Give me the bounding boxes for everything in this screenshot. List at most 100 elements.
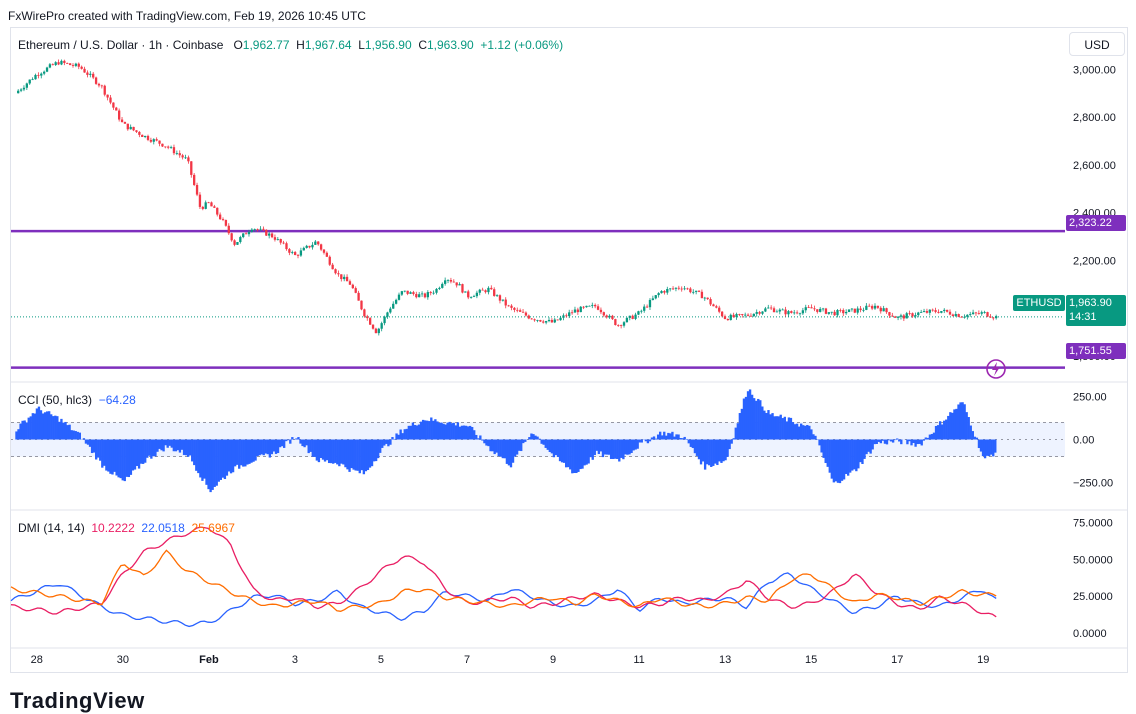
cci-bar	[608, 440, 610, 455]
candle-body	[418, 294, 420, 297]
time-axis-tick: 17	[891, 654, 903, 666]
time-axis-tick: 19	[977, 654, 989, 666]
cci-bar	[142, 440, 144, 464]
cci-bar	[250, 440, 252, 463]
candle-body	[228, 226, 230, 234]
cci-bar	[359, 440, 361, 474]
candle-body	[207, 202, 209, 203]
cci-bar	[273, 440, 275, 452]
candle-body	[738, 314, 740, 315]
cci-bar	[694, 440, 696, 454]
cci-bar	[371, 440, 373, 467]
candle-body	[505, 300, 507, 306]
candle-body	[179, 153, 181, 155]
candle-body	[311, 245, 313, 247]
price-axis-tick: 2,800.00	[1073, 112, 1116, 124]
cci-bar	[459, 427, 461, 440]
cci-bar	[261, 440, 263, 455]
cci-bar	[138, 440, 140, 469]
cci-bar	[36, 408, 38, 439]
dmi-legend[interactable]: DMI (14, 14) 10.2222 22.0518 25.6967	[18, 521, 235, 535]
candle-body	[213, 206, 215, 207]
cci-bar	[722, 440, 724, 462]
cci-bar	[183, 440, 185, 455]
candle-body	[859, 309, 861, 311]
cci-bar	[921, 440, 923, 446]
candle-body	[285, 243, 287, 249]
candle-body	[334, 269, 336, 273]
candle-body	[877, 306, 879, 308]
cci-bar	[553, 440, 555, 458]
cci-bar	[23, 420, 25, 439]
cci-bar	[536, 437, 538, 440]
cci-bar	[604, 440, 606, 455]
cci-bar	[228, 440, 230, 472]
cci-bar	[167, 440, 169, 448]
cci-bar	[77, 432, 79, 440]
cci-bar	[44, 412, 46, 439]
cci-bar	[571, 440, 573, 474]
cci-bar	[530, 433, 532, 439]
cci-bar	[122, 440, 124, 481]
cci-bar	[130, 440, 132, 475]
candle-body	[603, 312, 605, 315]
cci-bar	[326, 440, 328, 461]
candle-body	[802, 310, 804, 313]
cci-bar	[945, 420, 947, 440]
cci-legend[interactable]: CCI (50, hlc3) −64.28	[18, 393, 136, 407]
cci-bar	[113, 440, 115, 472]
cci-bar	[514, 440, 516, 457]
cci-bar	[128, 440, 130, 478]
lightning-icon[interactable]	[985, 358, 1007, 380]
cci-bar	[577, 440, 579, 472]
cci-bar	[565, 440, 567, 468]
cci-bar	[522, 440, 524, 444]
cci-bar	[117, 440, 119, 478]
currency-button[interactable]: USD	[1069, 32, 1125, 56]
cci-bar	[107, 440, 109, 472]
cci-bar	[299, 440, 301, 444]
candle-body	[845, 312, 847, 313]
candle-body	[161, 144, 163, 147]
candle-body	[637, 311, 639, 314]
legend-symbol[interactable]: Ethereum / U.S. Dollar · 1h · Coinbase	[18, 38, 223, 52]
cci-bar	[193, 440, 195, 466]
cci-bar	[267, 440, 269, 455]
legend-high-label: H	[296, 38, 305, 52]
cci-bar	[835, 440, 837, 482]
cci-bar	[340, 440, 342, 464]
cci-bar	[156, 440, 158, 452]
candle-body	[756, 312, 758, 314]
cci-bar	[986, 440, 988, 456]
cci-bar	[655, 439, 657, 440]
candle-body	[911, 313, 913, 316]
cci-bar	[751, 395, 753, 440]
cci-bar	[442, 424, 444, 440]
candle-body	[115, 108, 117, 111]
cci-bar	[140, 440, 142, 464]
cci-bar	[663, 432, 665, 440]
cci-axis-tick: 0.00	[1073, 435, 1094, 447]
candle-body	[245, 233, 247, 234]
cci-bar	[498, 440, 500, 457]
cci-bar	[675, 434, 677, 439]
cci-bar	[162, 440, 164, 452]
candle-body	[118, 111, 120, 120]
cci-bar	[651, 437, 653, 439]
candle-body	[101, 85, 103, 86]
candle-body	[450, 280, 452, 282]
candle-body	[897, 317, 899, 318]
candle-body	[464, 291, 466, 292]
candle-body	[531, 318, 533, 319]
cci-bar	[395, 433, 397, 439]
cci-bar	[446, 423, 448, 440]
candle-body	[470, 297, 472, 298]
cci-bar	[814, 436, 816, 440]
candle-body	[242, 233, 244, 237]
time-axis-tick: Feb	[199, 654, 219, 666]
cci-bar	[914, 440, 916, 447]
cci-bar	[798, 427, 800, 440]
candle-body	[34, 75, 36, 79]
cci-bar	[714, 440, 716, 464]
